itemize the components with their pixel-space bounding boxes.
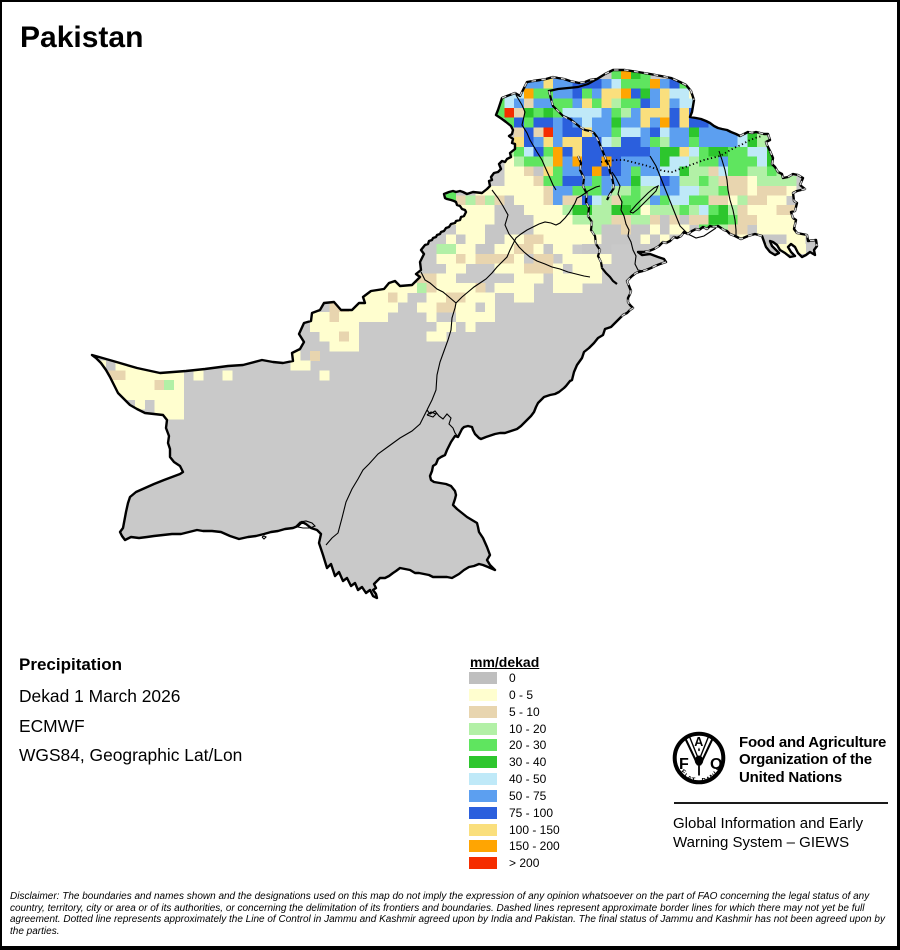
svg-text:P: P [702, 778, 707, 785]
svg-text:N: N [709, 773, 717, 782]
svg-text:A: A [686, 775, 693, 783]
svg-text:A: A [705, 776, 712, 784]
svg-text:S: S [715, 765, 724, 773]
svg-text:O: O [710, 756, 722, 773]
svg-text:I: I [713, 770, 719, 777]
svg-text:T: T [692, 777, 696, 784]
svg-text:F: F [679, 756, 689, 773]
svg-text:A: A [694, 735, 703, 749]
svg-text:F: F [679, 768, 687, 776]
svg-text:I: I [683, 772, 688, 779]
